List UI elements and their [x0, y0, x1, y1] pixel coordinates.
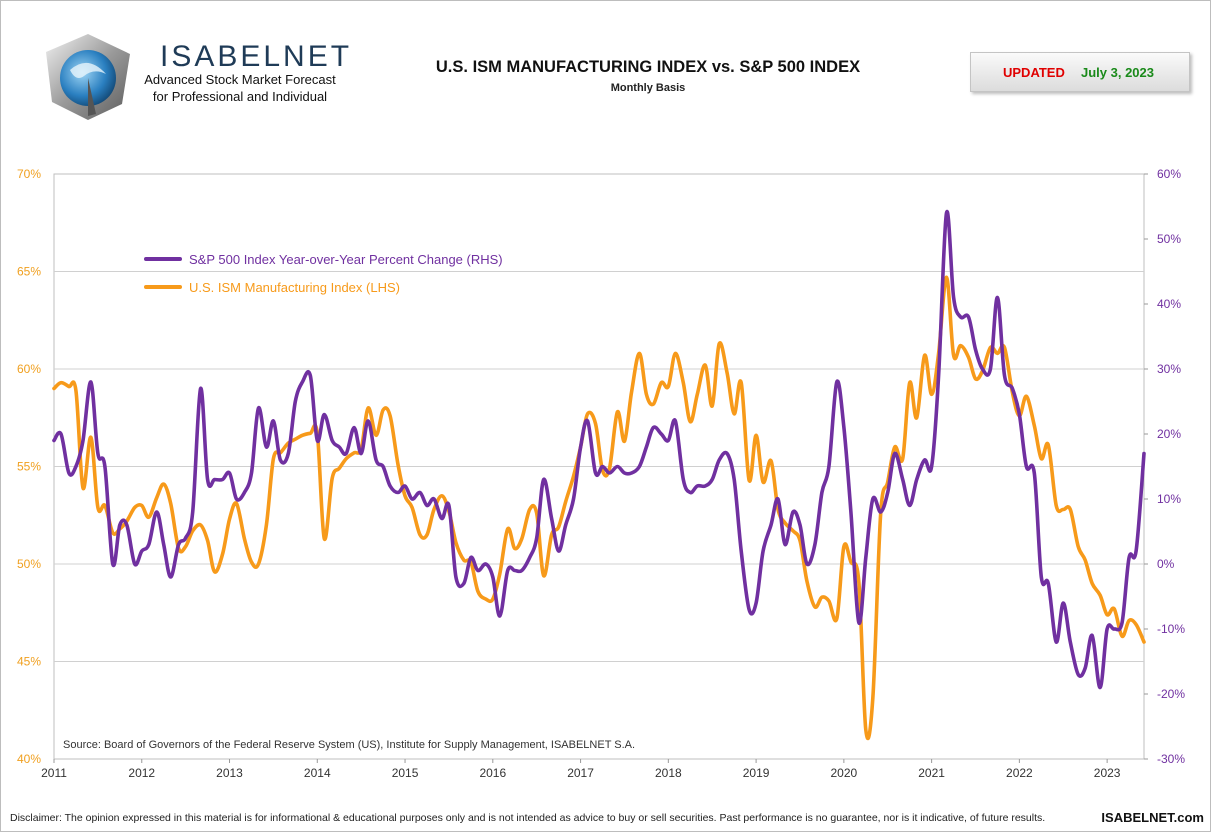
left-axis-tick-label: 60% — [17, 362, 41, 376]
x-axis-tick-label: 2015 — [392, 766, 419, 780]
site-name: ISABELNET.com — [1101, 810, 1204, 825]
left-axis-tick-label: 65% — [17, 265, 41, 279]
brand-name: ISABELNET — [160, 40, 353, 73]
x-axis-tick-label: 2018 — [655, 766, 682, 780]
right-axis-tick-label: 10% — [1157, 492, 1181, 506]
x-axis-tick-label: 2021 — [918, 766, 945, 780]
x-axis-tick-label: 2019 — [743, 766, 770, 780]
left-axis-tick-label: 50% — [17, 557, 41, 571]
updated-box: UPDATED July 3, 2023 — [970, 52, 1190, 92]
left-axis-tick-label: 70% — [17, 167, 41, 181]
right-axis-tick-label: -30% — [1157, 752, 1185, 766]
right-axis-tick-label: 30% — [1157, 362, 1181, 376]
right-axis-tick-label: 60% — [1157, 167, 1181, 181]
x-axis-tick-label: 2016 — [479, 766, 506, 780]
right-axis-tick-label: 50% — [1157, 232, 1181, 246]
x-axis-tick-label: 2017 — [567, 766, 594, 780]
disclaimer-text: Disclaimer: The opinion expressed in thi… — [10, 812, 1046, 824]
right-axis-tick-label: 20% — [1157, 427, 1181, 441]
left-axis-tick-label: 40% — [17, 752, 41, 766]
updated-date: July 3, 2023 — [1081, 65, 1154, 80]
x-axis-tick-label: 2014 — [304, 766, 331, 780]
x-axis-tick-label: 2011 — [41, 766, 67, 780]
legend-ism-label: U.S. ISM Manufacturing Index (LHS) — [189, 280, 400, 295]
source-note: Source: Board of Governors of the Federa… — [63, 739, 635, 751]
left-axis-tick-label: 55% — [17, 460, 41, 474]
updated-label: UPDATED — [1003, 65, 1065, 80]
brand-tagline-1: Advanced Stock Market Forecast — [144, 72, 336, 87]
ism-series-line — [52, 275, 1146, 741]
right-axis-tick-label: -10% — [1157, 622, 1185, 636]
x-axis-tick-label: 2022 — [1006, 766, 1033, 780]
line-chart: 40% 45% 50% 55% 60% 65% 70% -30% -20% -10% 0% 10% 20… — [17, 167, 1185, 780]
right-axis-tick-label: 40% — [1157, 297, 1181, 311]
legend-sp500-label: S&P 500 Index Year-over-Year Percent Cha… — [189, 252, 503, 267]
chart-title: U.S. ISM MANUFACTURING INDEX vs. S&P 500… — [435, 58, 861, 76]
chart-subtitle: Monthly Basis — [610, 82, 686, 94]
left-axis-tick-label: 45% — [17, 655, 41, 669]
brand-tagline-2: for Professional and Individual — [152, 89, 328, 104]
x-axis-tick-label: 2020 — [831, 766, 858, 780]
x-axis-tick-label: 2012 — [128, 766, 155, 780]
isabelnet-logo-icon — [46, 34, 130, 120]
right-axis-tick-label: -20% — [1157, 687, 1185, 701]
right-axis-tick-label: 0% — [1157, 557, 1175, 571]
x-axis-tick-label: 2013 — [216, 766, 243, 780]
sp500-series-line — [52, 209, 1146, 690]
x-axis-tick-label: 2023 — [1094, 766, 1121, 780]
